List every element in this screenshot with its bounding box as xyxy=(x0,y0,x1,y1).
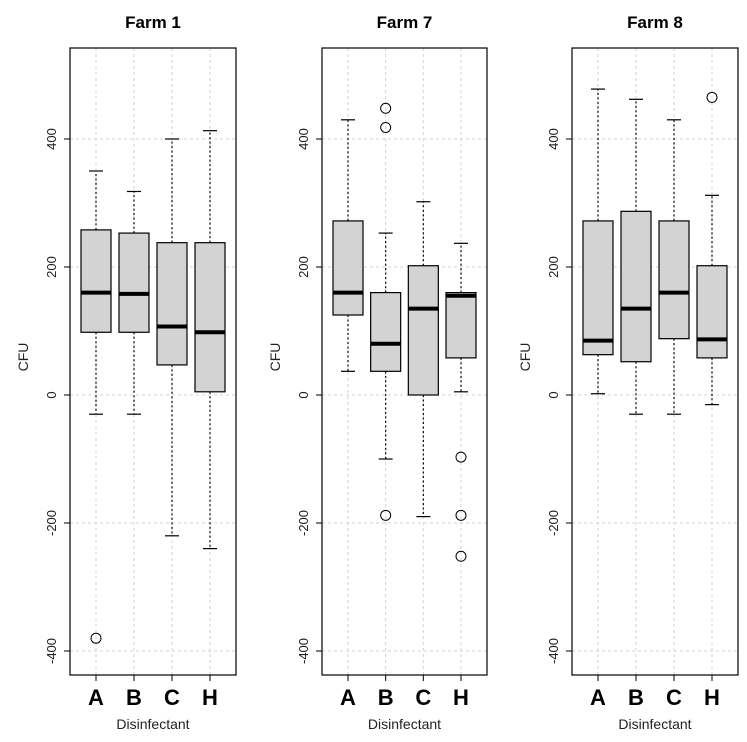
farm-3-box-h-outlier-0 xyxy=(706,91,718,103)
farm-2-box-b-outlier-2 xyxy=(380,509,392,521)
farm-1-ytick-label-0: 0 xyxy=(44,391,59,398)
farm-1-ytick-label-400: 400 xyxy=(44,128,59,150)
farm-3-ytick-label-0: 0 xyxy=(546,391,561,398)
farm-3-x-axis-label: Disinfectant xyxy=(618,716,691,732)
farm-3-ytick-label--400: -400 xyxy=(546,638,561,664)
farm-1-x-axis-label: Disinfectant xyxy=(116,716,189,732)
farm-1-y-axis-label: CFU xyxy=(15,343,31,372)
farm-2-xtick-label-a: A xyxy=(340,685,356,710)
farm-2-x-axis-label: Disinfectant xyxy=(368,716,441,732)
farm-2-xtick-label-c: C xyxy=(415,685,431,710)
farm-3-xtick-label-a: A xyxy=(590,685,606,710)
farm-2-box-h-iqr-box xyxy=(445,292,477,359)
farm-1-box-a-outlier-0 xyxy=(90,632,102,644)
farm-3-xtick-label-h: H xyxy=(704,685,720,710)
farm-2-title: Farm 7 xyxy=(377,13,433,32)
farm-3-ytick-label-200: 200 xyxy=(546,256,561,278)
farm-1-box-h-iqr-box xyxy=(194,242,226,393)
farm-3-y-axis-label: CFU xyxy=(517,343,533,372)
farm-2-ytick-label--200: -200 xyxy=(296,510,311,536)
farm-3-xtick-label-b: B xyxy=(628,685,644,710)
farm-3-xtick-label-c: C xyxy=(666,685,682,710)
farm-1-xtick-label-a: A xyxy=(88,685,104,710)
farm-1-ytick-label--400: -400 xyxy=(44,638,59,664)
farm-3-box-h-iqr-box xyxy=(696,265,728,359)
farm-3-title: Farm 8 xyxy=(627,13,683,32)
farm-3-box-a-iqr-box xyxy=(582,220,614,356)
farm-2-ytick-label-0: 0 xyxy=(296,391,311,398)
farm-3-ytick-label--200: -200 xyxy=(546,510,561,536)
farm-1-title: Farm 1 xyxy=(125,13,181,32)
farm-1-xtick-label-c: C xyxy=(164,685,180,710)
farm-2-ytick-label-400: 400 xyxy=(296,128,311,150)
farm-1-ytick-label-200: 200 xyxy=(44,256,59,278)
farm-2-xtick-label-b: B xyxy=(378,685,394,710)
farm-1-box-a-iqr-box xyxy=(80,229,112,333)
farm-3-plot-frame xyxy=(571,47,739,676)
farm-2-y-axis-label: CFU xyxy=(267,343,283,372)
farm-2-ytick-label-200: 200 xyxy=(296,256,311,278)
farm-1-ytick-label--200: -200 xyxy=(44,510,59,536)
farm-2-box-b-iqr-box xyxy=(370,292,402,372)
farm-3-box-b-iqr-box xyxy=(620,210,652,363)
farm-2-box-c-iqr-box xyxy=(407,265,439,396)
farm-1-xtick-label-b: B xyxy=(126,685,142,710)
farm-2-box-h-outlier-2 xyxy=(455,550,467,562)
farm-1-plot-frame xyxy=(69,47,237,676)
farm-2-box-a-iqr-box xyxy=(332,220,364,316)
farm-2-plot-frame xyxy=(321,47,488,676)
farm-3-box-c-iqr-box xyxy=(658,220,690,340)
farm-2-box-b-outlier-0 xyxy=(380,102,392,114)
farm-1-box-c-iqr-box xyxy=(156,242,188,366)
farm-3-ytick-label-400: 400 xyxy=(546,128,561,150)
farm-2-ytick-label--400: -400 xyxy=(296,638,311,664)
farm-1-box-b-iqr-box xyxy=(118,232,150,333)
farm-1-xtick-label-h: H xyxy=(202,685,218,710)
farm-2-box-h-outlier-1 xyxy=(455,509,467,521)
farm-2-box-b-outlier-1 xyxy=(380,121,392,133)
farm-2-box-h-outlier-0 xyxy=(455,451,467,463)
farm-2-xtick-label-h: H xyxy=(453,685,469,710)
